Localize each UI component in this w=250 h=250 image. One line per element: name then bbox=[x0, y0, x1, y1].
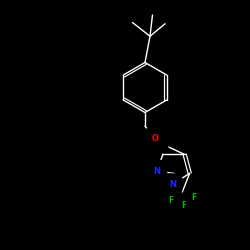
Text: N: N bbox=[154, 166, 160, 175]
Text: F: F bbox=[181, 201, 186, 210]
Text: F: F bbox=[192, 192, 197, 202]
Text: F: F bbox=[168, 196, 173, 205]
Text: N: N bbox=[169, 180, 176, 189]
Text: S: S bbox=[156, 138, 162, 147]
Text: O: O bbox=[151, 134, 158, 143]
